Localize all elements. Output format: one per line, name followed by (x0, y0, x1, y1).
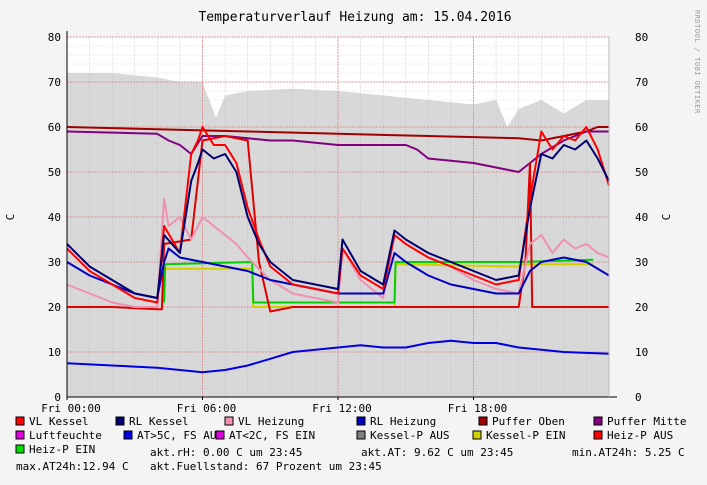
y-axis-label-right: C (660, 214, 673, 221)
y-tick-label-left: 30 (48, 256, 61, 269)
legend-label-puffer-oben: Puffer Oben (492, 415, 565, 428)
info-block: akt.rH: 0.00 C um 23:45 akt.AT: 9.62 C u… (16, 446, 685, 473)
info-akt-rh: akt.rH: 0.00 C um 23:45 (150, 446, 302, 459)
legend-label-at-2c-fs-ein: AT<2C, FS EIN (229, 429, 315, 442)
legend-swatch-kessel-p-aus (356, 430, 366, 440)
y-tick-label-right: 40 (635, 211, 648, 224)
y-tick-label-left: 40 (48, 211, 61, 224)
y-tick-label-left: 50 (48, 166, 61, 179)
watermark: RRDTOOL / TOBI OETIKER (693, 10, 701, 114)
axes: 0 0 10 10 20 20 30 30 40 40 50 50 60 60 70 70 80 80 Fri 00… (41, 31, 648, 415)
info-min-at: min.AT24h: 5.25 C (572, 446, 685, 459)
y-axis-label-left: C (4, 214, 17, 221)
legend-swatch-luftfeuchte (15, 430, 25, 440)
legend-label-luftfeuchte: Luftfeuchte (29, 429, 102, 442)
x-tick-label: Fri 06:00 (177, 402, 237, 415)
legend-label-heiz-p-aus: Heiz-P AUS (607, 429, 673, 442)
legend-label-vl-heizung: VL Heizung (238, 415, 304, 428)
legend-swatch-kessel-p-ein (472, 430, 482, 440)
legend: VL Kessel RL Kessel VL Heizung RL Heizung Pu… (15, 415, 686, 456)
y-tick-label-right: 50 (635, 166, 648, 179)
y-tick-label-left: 10 (48, 346, 61, 359)
y-tick-label-left: 80 (48, 31, 61, 44)
info-fuellstand: akt.Fuellstand: 67 Prozent um 23:45 (150, 460, 382, 473)
legend-label-rl-kessel: RL Kessel (129, 415, 189, 428)
series-at-5c-fs-aus (66, 339, 610, 374)
y-tick-label-right: 20 (635, 301, 648, 314)
series-puffer-mitte (66, 130, 609, 173)
legend-swatch-rl-kessel (115, 416, 125, 426)
legend-swatch-vl-heizung (224, 416, 234, 426)
series-heiz-p-aus (67, 135, 609, 313)
legend-swatch-heiz-p-ein (15, 444, 25, 454)
legend-swatch-puffer-oben (478, 416, 488, 426)
legend-label-kessel-p-aus: Kessel-P AUS (370, 429, 449, 442)
legend-label-heiz-p-ein: Heiz-P EIN (29, 443, 95, 456)
y-tick-label-right: 10 (635, 346, 648, 359)
legend-label-kessel-p-ein: Kessel-P EIN (486, 429, 565, 442)
y-tick-label-left: 60 (48, 121, 61, 134)
x-tick-label: Fri 18:00 (448, 402, 508, 415)
legend-label-rl-heizung: RL Heizung (370, 415, 436, 428)
legend-swatch-heiz-p-aus (593, 430, 603, 440)
y-tick-label-right: 30 (635, 256, 648, 269)
series-rl-kessel (66, 139, 610, 299)
legend-label-puffer-mitte: Puffer Mitte (607, 415, 686, 428)
y-tick-label-right: 80 (635, 31, 648, 44)
y-tick-label-right: 0 (635, 391, 642, 404)
info-max-at: max.AT24h:12.94 C (16, 460, 129, 473)
x-tick-label: Fri 12:00 (312, 402, 372, 415)
y-tick-label-left: 0 (54, 391, 61, 404)
legend-label-at-5c-fs-aus: AT>5C, FS AUS (137, 429, 223, 442)
legend-swatch-rl-heizung (356, 416, 366, 426)
series-heiz-p-ein (163, 258, 594, 304)
y-tick-label-left: 70 (48, 76, 61, 89)
plot-area (66, 36, 610, 398)
info-akt-at: akt.AT: 9.62 C um 23:45 (361, 446, 513, 459)
legend-swatch-vl-kessel (15, 416, 25, 426)
legend-swatch-at-5c-fs-aus (123, 430, 133, 440)
x-tick-label: Fri 00:00 (41, 402, 101, 415)
y-tick-label-left: 20 (48, 301, 61, 314)
chart-title: Temperaturverlauf Heizung am: 15.04.2016 (198, 10, 511, 25)
y-tick-label-right: 70 (635, 76, 648, 89)
y-tick-label-right: 60 (635, 121, 648, 134)
legend-swatch-puffer-mitte (593, 416, 603, 426)
series-puffer-oben (66, 126, 609, 142)
legend-swatch-at-2c-fs-ein (215, 430, 225, 440)
legend-label-vl-kessel: VL Kessel (29, 415, 89, 428)
